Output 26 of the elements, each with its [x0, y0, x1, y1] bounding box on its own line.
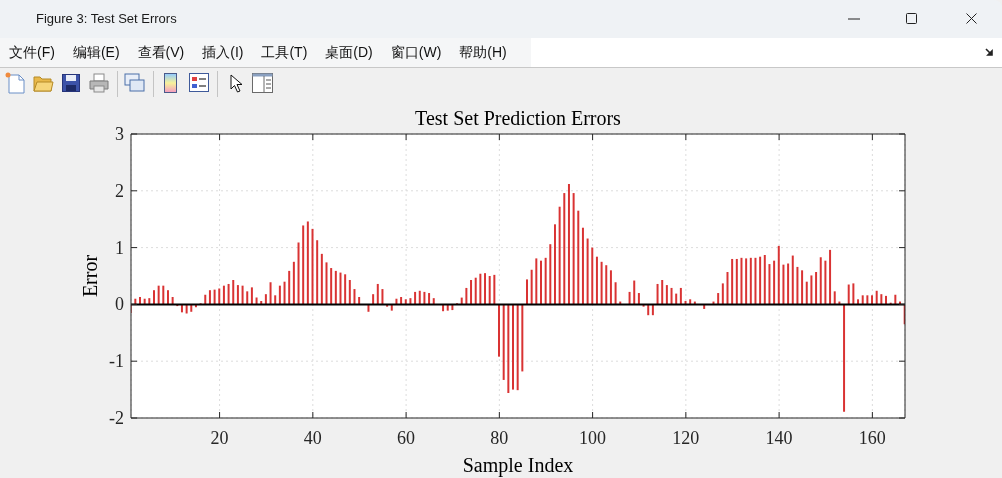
text: 窗口(W) [389, 44, 443, 61]
y-tick-label: 1 [115, 237, 124, 258]
text: 查看(V) [136, 44, 186, 61]
text: 桌面(D) [324, 44, 374, 61]
text: 编辑(E) [71, 44, 121, 61]
x-tick-label: 80 [490, 428, 509, 448]
text: 文件(F) [8, 44, 56, 61]
y-tick-label: -1 [109, 351, 124, 372]
x-tick-label: 40 [303, 428, 322, 448]
x-axis-title: Sample Index [461, 454, 575, 476]
x-tick-label: 120 [672, 428, 700, 448]
x-tick-label: 60 [397, 428, 416, 448]
text: 帮助(H) [458, 44, 508, 61]
y-tick-label: 3 [115, 124, 124, 144]
x-tick-label: 140 [765, 428, 793, 448]
x-tick-label: 160 [858, 428, 886, 448]
text: 插入(I) [201, 44, 245, 61]
x-tick-label: 20 [210, 428, 229, 448]
text: 工具(T) [260, 44, 309, 61]
y-tick-label: -2 [109, 408, 124, 428]
caption: Figure 3: Test Set Errors [36, 11, 177, 27]
y-tick-label: 2 [115, 180, 124, 201]
y-tick-label: 0 [115, 294, 124, 315]
chart-title: Test Set Prediction Errors [414, 107, 622, 129]
y-axis-title: Error [79, 253, 101, 300]
x-tick-label: 100 [579, 428, 607, 448]
